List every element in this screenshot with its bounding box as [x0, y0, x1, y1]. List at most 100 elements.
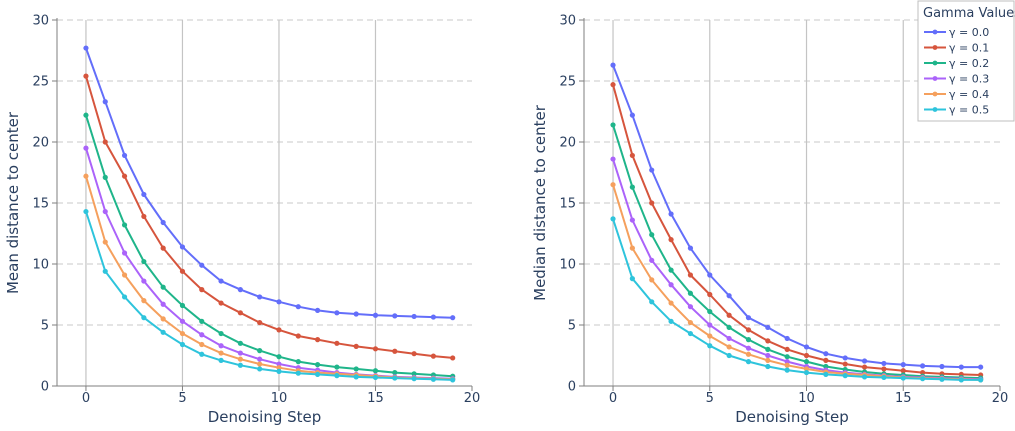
- data-point: [765, 324, 771, 331]
- data-point: [372, 312, 379, 318]
- series-line: [85, 211, 453, 381]
- data-point: [842, 373, 848, 379]
- data-point: [141, 278, 147, 284]
- legend: Gamma Values γ = 0.0 γ = 0.1 γ = 0.2 γ = 0.3…: [917, 0, 1015, 122]
- data-point: [372, 374, 379, 381]
- data-point: [257, 319, 263, 326]
- data-point: [784, 346, 790, 352]
- x-tick-label: 15: [367, 391, 384, 406]
- data-point: [83, 208, 89, 215]
- x-axis-title: Denoising Step: [735, 408, 849, 426]
- data-point: [199, 332, 205, 338]
- data-point: [881, 374, 887, 381]
- data-point: [257, 361, 263, 367]
- data-point: [334, 364, 340, 370]
- data-point: [121, 222, 128, 228]
- data-point: [610, 156, 616, 162]
- y-tick-label: 25: [559, 75, 576, 90]
- data-point: [295, 304, 301, 310]
- data-point: [649, 257, 655, 263]
- y-tick-label: 20: [32, 136, 49, 151]
- x-tick-label: 20: [464, 391, 481, 406]
- data-point: [803, 369, 810, 376]
- data-point: [939, 376, 945, 382]
- data-point: [218, 300, 224, 306]
- data-point: [276, 327, 282, 333]
- series-2: [83, 112, 456, 379]
- series-line: [612, 64, 981, 369]
- data-point: [765, 346, 771, 352]
- data-point: [102, 268, 108, 274]
- data-point: [861, 358, 868, 364]
- data-point: [629, 276, 635, 282]
- data-point: [160, 301, 166, 307]
- data-point: [160, 329, 166, 335]
- data-point: [707, 272, 713, 278]
- data-point: [257, 294, 263, 300]
- data-point: [687, 304, 694, 310]
- data-point: [958, 364, 964, 370]
- data-point: [900, 368, 906, 374]
- y-tick-label: 10: [559, 258, 576, 273]
- data-point: [276, 361, 282, 367]
- data-point: [121, 250, 128, 256]
- data-point: [179, 330, 186, 337]
- data-point: [842, 355, 848, 361]
- data-point: [450, 355, 456, 361]
- data-point: [649, 200, 655, 206]
- data-point: [179, 268, 186, 274]
- data-point: [900, 375, 906, 381]
- y-tick-label: 0: [41, 380, 49, 395]
- data-point: [745, 359, 752, 365]
- data-point: [102, 174, 108, 180]
- data-point: [610, 62, 616, 68]
- legend-swatch-point: [932, 60, 938, 66]
- data-point: [765, 363, 771, 370]
- data-point: [160, 219, 166, 226]
- series-0: [610, 62, 984, 370]
- data-point: [83, 145, 89, 151]
- data-point: [610, 216, 616, 222]
- data-point: [295, 333, 301, 339]
- data-point: [610, 122, 616, 128]
- data-point: [842, 361, 848, 367]
- data-point: [372, 368, 379, 374]
- data-point: [765, 357, 771, 363]
- series-1: [83, 73, 456, 361]
- data-point: [978, 377, 984, 383]
- x-tick-label: 5: [178, 391, 186, 406]
- data-point: [121, 294, 128, 300]
- data-point: [276, 365, 282, 371]
- series-0: [83, 45, 456, 321]
- data-point: [83, 173, 89, 179]
- data-point: [881, 366, 887, 372]
- data-point: [392, 369, 398, 376]
- data-point: [237, 310, 243, 316]
- data-point: [141, 298, 147, 304]
- data-point: [803, 366, 810, 372]
- data-point: [745, 337, 752, 343]
- data-point: [334, 310, 340, 316]
- data-point: [649, 167, 655, 173]
- data-point: [450, 315, 456, 321]
- data-point: [707, 322, 713, 328]
- data-point: [939, 363, 945, 370]
- data-point: [726, 293, 732, 299]
- series-1: [610, 82, 984, 378]
- series-line: [612, 218, 981, 381]
- data-point: [726, 312, 732, 318]
- y-tick-label: 10: [32, 258, 49, 273]
- series-3: [83, 145, 456, 382]
- y-tick-label: 30: [32, 14, 49, 29]
- data-point: [726, 335, 732, 342]
- data-point: [121, 152, 128, 159]
- legend-label: γ = 0.3: [949, 73, 989, 86]
- data-point: [629, 217, 635, 223]
- data-point: [237, 350, 243, 356]
- data-point: [237, 287, 243, 293]
- data-point: [160, 316, 166, 322]
- data-point: [199, 351, 205, 357]
- data-point: [978, 364, 984, 370]
- data-point: [237, 362, 243, 368]
